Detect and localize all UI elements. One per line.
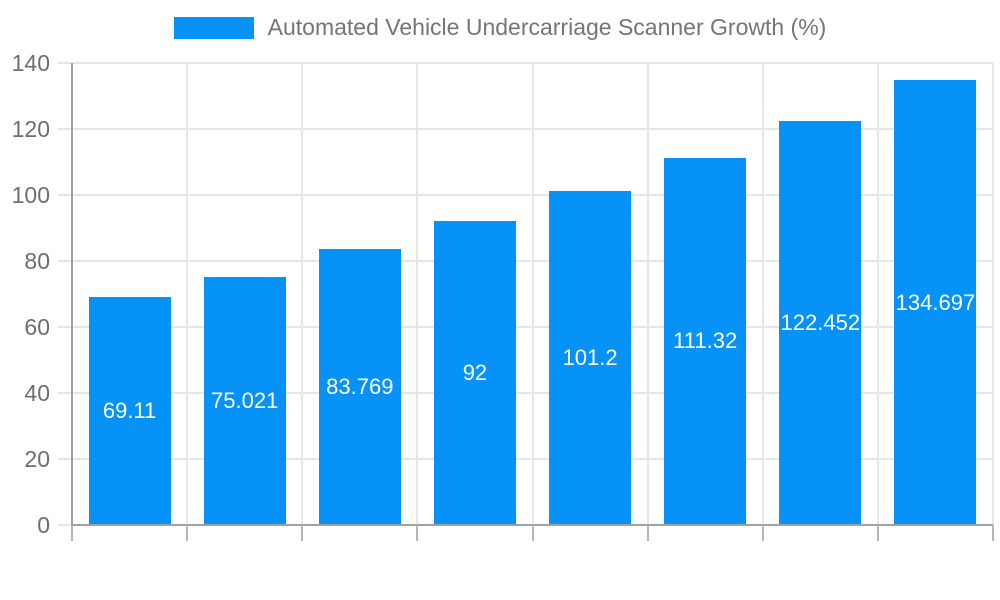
bar[interactable] xyxy=(894,80,977,525)
gridline-vertical xyxy=(876,63,879,525)
gridline-horizontal xyxy=(58,260,993,262)
x-axis-tick xyxy=(992,525,994,541)
x-axis-tick xyxy=(646,525,649,541)
gridline-horizontal xyxy=(58,194,993,196)
x-axis-tick xyxy=(531,525,534,541)
bar[interactable] xyxy=(203,277,286,525)
bar-value-label: 69.11 xyxy=(102,397,157,423)
x-axis-tick xyxy=(301,525,304,541)
bar[interactable] xyxy=(779,120,862,525)
gridline-vertical xyxy=(531,63,534,525)
bar-value-label: 134.697 xyxy=(895,289,976,315)
chart-legend: Automated Vehicle Undercarriage Scanner … xyxy=(0,14,1000,41)
gridline-horizontal xyxy=(58,458,993,460)
gridline-vertical xyxy=(186,63,189,525)
gridline-horizontal xyxy=(58,128,993,130)
chart-title: Automated Vehicle Undercarriage Scanner … xyxy=(267,14,827,40)
x-axis-tick xyxy=(761,525,764,541)
x-axis-tick xyxy=(186,525,189,541)
gridline-vertical xyxy=(992,63,994,525)
y-axis-tick-label: 60 xyxy=(24,314,50,340)
bar-value-label: 111.32 xyxy=(673,328,738,354)
x-axis-tick xyxy=(876,525,879,541)
y-axis-tick-label: 140 xyxy=(11,50,50,76)
gridline-vertical xyxy=(646,63,649,525)
bar[interactable] xyxy=(88,296,171,525)
x-axis-tick xyxy=(416,525,419,541)
gridline-horizontal xyxy=(58,62,993,64)
gridline-vertical xyxy=(301,63,304,525)
x-axis-tick xyxy=(71,525,73,541)
gridline-vertical xyxy=(761,63,764,525)
y-axis-tick-label: 40 xyxy=(24,380,50,406)
bar-value-label: 101.2 xyxy=(562,345,618,371)
bar[interactable] xyxy=(318,248,401,525)
legend-swatch xyxy=(173,16,254,39)
y-axis-tick-label: 0 xyxy=(37,512,50,538)
bar-value-label: 92 xyxy=(462,360,488,386)
gridline-horizontal xyxy=(58,326,993,328)
bar[interactable] xyxy=(549,191,632,525)
bar-value-label: 83.769 xyxy=(326,373,394,399)
y-axis-tick-label: 120 xyxy=(11,116,50,142)
y-axis-tick-label: 80 xyxy=(24,248,50,274)
bar-value-label: 122.452 xyxy=(780,309,861,335)
bar[interactable] xyxy=(664,157,747,525)
y-axis-line xyxy=(71,63,73,525)
bar[interactable] xyxy=(433,221,516,525)
y-axis-tick-label: 100 xyxy=(11,182,50,208)
gridline-vertical xyxy=(416,63,419,525)
bar-value-label: 75.021 xyxy=(211,388,279,414)
y-axis-tick-label: 20 xyxy=(24,446,50,472)
gridline-horizontal xyxy=(58,392,993,394)
